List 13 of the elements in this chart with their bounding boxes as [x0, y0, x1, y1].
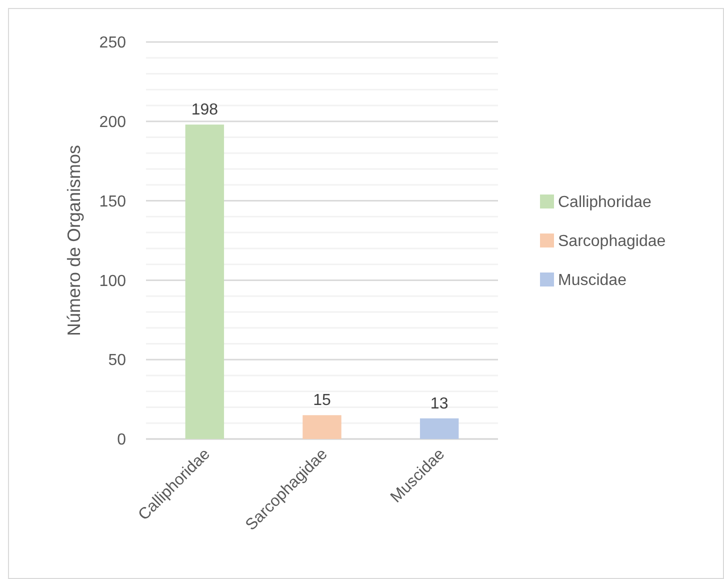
data-label: 198: [191, 102, 218, 119]
y-tick-label: 0: [117, 432, 126, 449]
legend-label: Calliphoridae: [558, 194, 652, 212]
y-tick-label: 200: [99, 114, 126, 131]
y-tick-label: 150: [99, 193, 126, 210]
data-label: 15: [313, 392, 331, 410]
y-axis-title: Número de Organismos: [64, 144, 84, 336]
y-tick-label: 250: [99, 34, 126, 52]
data-label: 13: [430, 395, 448, 412]
legend-label: Sarcophagidae: [558, 233, 666, 250]
legend-label: Muscidae: [558, 272, 627, 290]
y-tick-label: 50: [108, 352, 126, 370]
y-tick-label: 100: [99, 272, 126, 290]
